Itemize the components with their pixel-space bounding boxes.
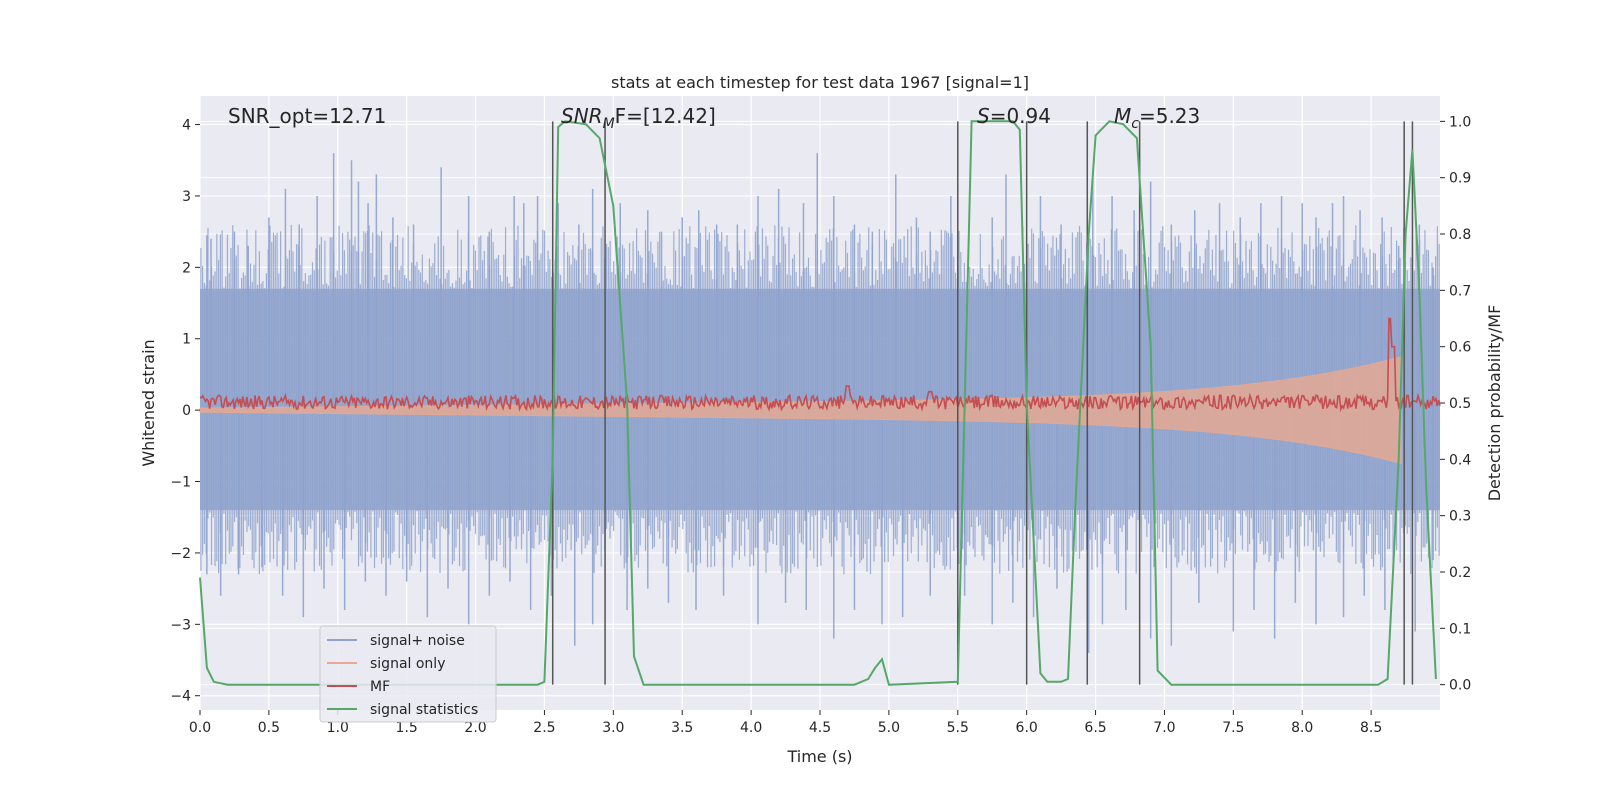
signal-plus-noise-series bbox=[200, 153, 1440, 653]
y2-tick-label: 1.0 bbox=[1449, 114, 1471, 130]
y-axis-label: Whitened strain bbox=[139, 339, 158, 466]
detection-markers bbox=[551, 121, 1414, 685]
x-tick-label: 7.0 bbox=[1153, 720, 1175, 736]
mf-series bbox=[199, 317, 1441, 413]
signal-statistics-series bbox=[199, 120, 1437, 686]
y-tick-label: 3 bbox=[182, 189, 191, 205]
x-tick-label: 4.0 bbox=[740, 720, 762, 736]
legend-box bbox=[319, 625, 497, 723]
mc-annotation: Mc=5.23 bbox=[1114, 104, 1200, 132]
x-tick-label: 7.5 bbox=[1222, 720, 1244, 736]
y-tick-label: −2 bbox=[170, 546, 191, 562]
legend-label-mf: MF bbox=[370, 679, 390, 695]
y2-tick-label: 0.3 bbox=[1449, 509, 1471, 525]
y-tick-label: 4 bbox=[182, 118, 191, 134]
legend-label-statistics: signal statistics bbox=[370, 702, 478, 718]
x-axis-label: Time (s) bbox=[786, 747, 852, 766]
x-tick-label: 1.5 bbox=[396, 720, 418, 736]
x-tick-label: 4.5 bbox=[809, 720, 831, 736]
x-tick-label: 0.0 bbox=[189, 720, 211, 736]
x-tick-label: 6.5 bbox=[1084, 720, 1106, 736]
mf-line bbox=[199, 317, 1441, 413]
chart-title: stats at each timestep for test data 196… bbox=[611, 73, 1029, 92]
y2-tick-label: 0.1 bbox=[1449, 621, 1471, 637]
snr-mf-annotation: SNRMF=[12.42] bbox=[561, 104, 716, 132]
y2-tick-label: 0.5 bbox=[1449, 396, 1471, 412]
y-tick-label: −4 bbox=[170, 689, 191, 705]
x-tick-label: 8.0 bbox=[1291, 720, 1313, 736]
y2-tick-label: 0.2 bbox=[1449, 565, 1471, 581]
snr-opt-annotation: SNR_opt=12.71 bbox=[228, 104, 386, 128]
x-tick-label: 3.5 bbox=[671, 720, 693, 736]
y2-tick-label: 0.8 bbox=[1449, 227, 1471, 243]
mc-sub: c bbox=[1131, 116, 1139, 132]
y-tick-label: 2 bbox=[182, 260, 191, 276]
x-tick-label: 8.5 bbox=[1360, 720, 1382, 736]
snr-mf-sub: M bbox=[603, 116, 615, 132]
y2-tick-label: 0.7 bbox=[1449, 283, 1471, 299]
y2-tick-label: 0.6 bbox=[1449, 340, 1471, 356]
y2-axis-label: Detection probability/MF bbox=[1485, 305, 1504, 502]
s-tail: =0.94 bbox=[990, 104, 1051, 128]
y-tick-label: −1 bbox=[170, 475, 191, 491]
axis-ticks: 0.0 0.5 1.0 1.5 2.0 2.5 3.0 3.5 4.0 4.5 5.0 5.5 6.0 6… bbox=[170, 114, 1471, 736]
snr-mf-main: SNR bbox=[561, 104, 603, 128]
y2-tick-label: 0.9 bbox=[1449, 171, 1471, 187]
s-main: S bbox=[977, 104, 990, 128]
y-tick-label: 0 bbox=[182, 403, 191, 419]
x-tick-label: 5.5 bbox=[947, 720, 969, 736]
x-tick-label: 3.0 bbox=[602, 720, 624, 736]
y2-tick-label: 0.4 bbox=[1449, 452, 1471, 468]
x-tick-label: 2.5 bbox=[533, 720, 555, 736]
x-tick-label: 2.0 bbox=[464, 720, 486, 736]
x-tick-label: 0.5 bbox=[258, 720, 280, 736]
x-tick-label: 5.0 bbox=[878, 720, 900, 736]
x-tick-label: 1.0 bbox=[327, 720, 349, 736]
legend-label-signal: signal only bbox=[370, 656, 445, 672]
y-tick-label: 1 bbox=[182, 332, 191, 348]
snr-mf-tail: F=[12.42] bbox=[615, 104, 716, 128]
legend-label-noise: signal+ noise bbox=[370, 633, 465, 649]
s-annotation: S=0.94 bbox=[977, 104, 1051, 128]
legend: signal+ noise signal only MF signal stat… bbox=[319, 625, 497, 723]
x-tick-label: 6.0 bbox=[1016, 720, 1038, 736]
y2-tick-label: 0.0 bbox=[1449, 678, 1471, 694]
y-tick-label: −3 bbox=[170, 617, 191, 633]
mc-tail: =5.23 bbox=[1139, 104, 1200, 128]
mc-main: M bbox=[1114, 104, 1131, 128]
signal-statistics-line bbox=[199, 120, 1437, 686]
